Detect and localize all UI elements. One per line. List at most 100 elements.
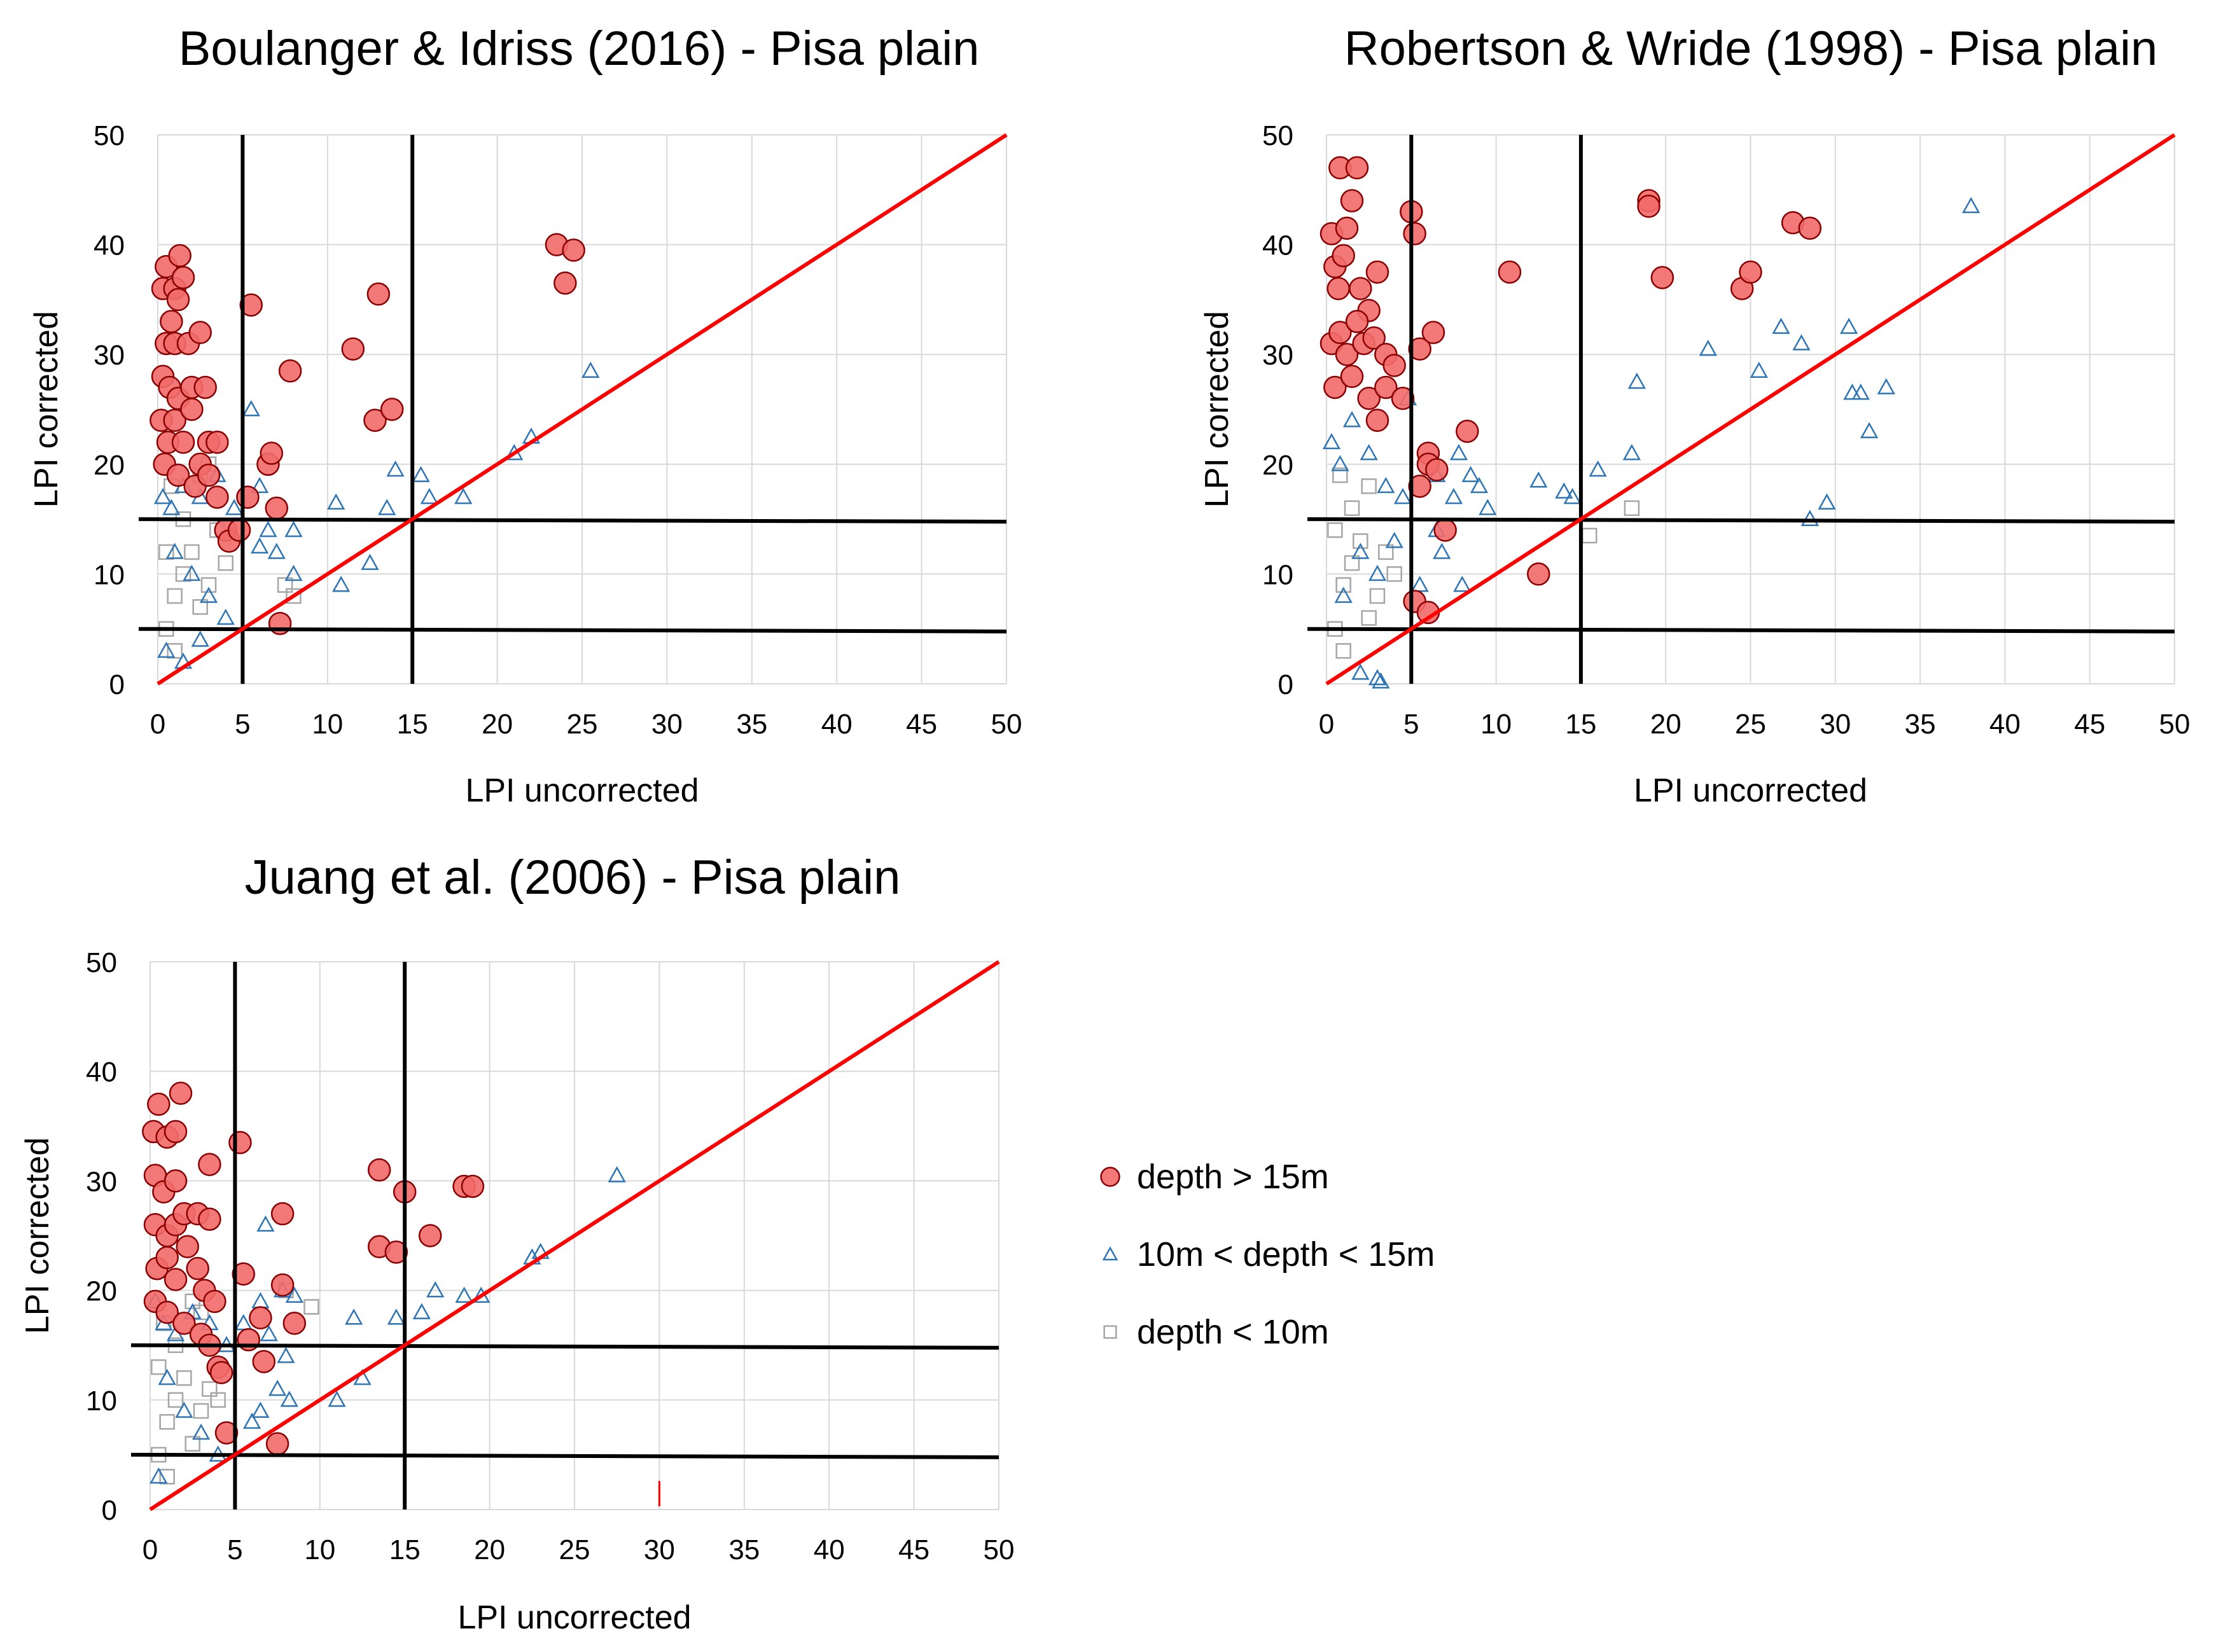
data-point-circle [166,463,190,487]
data-point-triangle [361,553,379,570]
data-point-triangle [277,1347,295,1363]
data-point-triangle [284,564,303,581]
data-point-circle [1637,194,1661,218]
y-tick-label: 10 [86,1385,117,1417]
data-point-circle [1323,375,1347,399]
x-tick-label: 50 [2159,709,2190,740]
x-tick-label: 5 [235,709,250,740]
x-tick-label: 15 [389,1534,421,1565]
legend-item-circle: depth > 15m [1100,1158,1329,1196]
data-point-circle [252,1350,276,1373]
x-axis-label: LPI uncorrected [457,1599,691,1636]
data-point-square [193,1304,209,1321]
legend: depth > 15m 10m < depth < 15m depth < 10m [1100,1158,1435,1351]
series-circle [150,233,585,635]
data-point-circle [278,359,302,383]
data-point-triangle [1385,532,1403,548]
x-tick-label: 50 [984,1534,1015,1565]
legend-item-triangle: 10m < depth < 15m [1102,1235,1435,1274]
data-point-circle [171,266,195,289]
data-point-square [1332,467,1348,483]
y-tick-label: 40 [86,1057,117,1088]
data-point-square [151,1359,167,1375]
data-point-triangle [183,564,201,581]
data-point-circle [1408,475,1431,498]
data-point-circle [282,1312,307,1335]
data-point-circle [236,485,260,509]
data-point-circle [164,1169,188,1193]
x-tick-label: 10 [312,709,343,740]
data-point-circle [198,1207,221,1231]
data-point-triangle [1360,443,1378,461]
data-point-square [1386,566,1402,582]
data-point-triangle [1818,493,1836,510]
x-tick-label: 10 [1480,709,1512,740]
reference-line-horizontal [130,1343,999,1350]
data-point-triangle [1342,411,1361,427]
data-point-square [158,544,174,560]
x-tick-label: 40 [1989,709,2021,740]
data-point-triangle [1772,317,1790,334]
data-point-square [176,1370,192,1386]
data-point-triangle [191,630,209,647]
legend-label: 10m < depth < 15m [1137,1235,1435,1274]
data-point-triangle [268,1380,287,1396]
data-point-circle [380,398,404,421]
y-axis-label: LPI corrected [1199,311,1236,508]
y-tick-label: 0 [109,669,125,700]
y-axis-label: LPI corrected [19,1137,56,1334]
data-point-triangle [157,641,176,658]
data-point-triangle [153,488,172,504]
data-point-triangle [1589,460,1607,477]
x-tick-label: 35 [736,709,767,740]
data-point-square [159,1469,175,1485]
data-point-square [193,1403,209,1419]
data-point-circle [1433,518,1457,542]
x-tick-label: 20 [474,1534,505,1565]
data-point-triangle [250,476,269,494]
data-point-circle [1527,562,1550,586]
data-point-triangle [328,1391,346,1407]
data-point-triangle [412,1303,431,1319]
x-tick-label: 50 [991,709,1022,740]
data-point-circle [205,431,229,454]
x-axis-label: LPI uncorrected [1634,772,1867,809]
legend-marker-triangle [1102,1246,1118,1261]
data-point-circle [367,1158,391,1182]
data-point-square [159,1413,175,1430]
chart-title: Juang et al. (2006) - Pisa plain [245,850,901,905]
data-point-square [1378,544,1394,560]
y-axis-label: LPI corrected [28,311,65,508]
data-point-square [184,544,200,560]
x-tick-label: 40 [821,709,853,740]
data-point-triangle [1377,476,1395,494]
data-point-triangle [332,576,351,592]
data-point-triangle [1453,576,1472,592]
data-point-circle [227,518,251,542]
data-point-circle [1326,277,1350,300]
data-point-circle [172,1312,196,1335]
data-point-square [277,577,293,593]
data-point-circle [341,337,365,361]
data-point-triangle [327,493,345,510]
x-tick-label: 30 [644,1534,675,1565]
x-tick-label: 15 [1565,709,1596,740]
data-point-triangle [1622,443,1641,461]
data-point-circle [265,1432,289,1455]
data-point-circle [1357,386,1381,410]
data-point-triangle [260,1324,278,1342]
data-point-square [1335,642,1351,659]
data-point-circle [363,408,387,433]
data-point-circle [1403,222,1426,246]
data-point-triangle [1331,455,1349,471]
data-point-triangle [426,1281,445,1298]
data-point-triangle [280,1391,298,1407]
data-point-triangle [251,1292,270,1308]
data-point-circle [1335,216,1359,240]
data-point-triangle [1470,476,1489,494]
data-point-triangle [1851,384,1870,400]
data-point-triangle [150,1467,168,1484]
data-point-circle [232,1262,255,1286]
y-tick-label: 0 [102,1495,117,1526]
data-point-triangle [1449,443,1468,461]
